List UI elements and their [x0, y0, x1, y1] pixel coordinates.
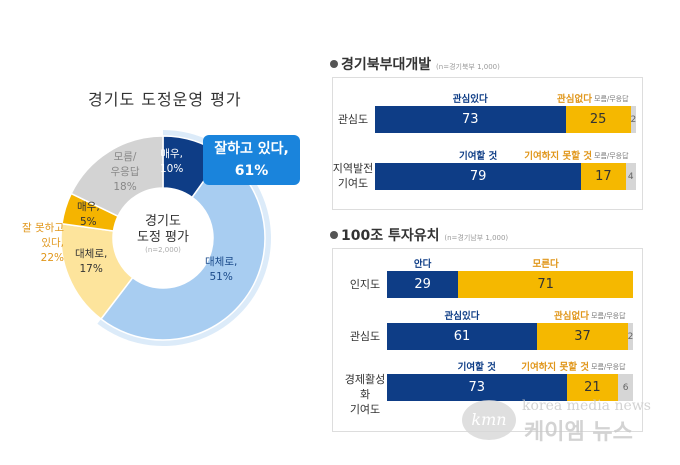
bar-segment: 17 [581, 163, 626, 190]
bar-segment: 37 [537, 323, 629, 350]
donut-title: 경기도 도정운영 평가 [88, 90, 242, 109]
callout-positive: 잘하고 있다, 61% [203, 135, 300, 185]
stacked-bar: 73 21 6 [387, 374, 633, 401]
seg-label-mostly-bad: 대체로, 17% [75, 248, 108, 275]
bar-segment: 71 [458, 271, 633, 298]
segment-label: 기여하지 못할 것 [521, 362, 589, 373]
segment-label: 관심없다 [554, 311, 589, 322]
callout-value: 61% [234, 163, 269, 179]
donut-slice-1 [99, 154, 266, 341]
row-label: 관심도 [349, 329, 381, 343]
center-line2: 도정 평가 [137, 230, 189, 245]
callout-label: 잘하고 있다, [214, 141, 289, 157]
segment-label: 모른다 [532, 259, 559, 270]
row-label: 관심도 [337, 112, 369, 126]
segment-label: 기여하지 못할 것 [524, 151, 592, 162]
stacked-bar: 79 17 4 [375, 163, 636, 190]
segment-label: 관심있다 [452, 94, 488, 105]
watermark-ko: 케이엠 뉴스 [524, 420, 633, 445]
row-label: 경제활성화 기여도 [344, 373, 386, 416]
bullet-icon [330, 231, 338, 239]
section1-title: 경기북부대개발 (n=경기북부 1,000) [330, 54, 500, 74]
group-label-negative: 잘 못하고 있다, 22% [22, 222, 64, 264]
bar-segment: 21 [566, 374, 619, 401]
segment-label: 안다 [413, 259, 432, 270]
segment-label: 관심없다 [557, 94, 592, 105]
row-label: 지역발전 기여도 [332, 162, 374, 190]
bullet-icon [330, 60, 338, 68]
segment-label: 모름/무응답 [591, 312, 626, 320]
seg-label-mostly-good: 대체로, 51% [205, 256, 238, 283]
seg-label-very-bad: 매우, 5% [77, 201, 100, 228]
segment-label: 관심있다 [444, 311, 480, 322]
donut-chart [60, 130, 271, 347]
seg-label-unknown: 모름/ 우응답 18% [110, 151, 140, 193]
bar-segment: 61 [387, 323, 538, 350]
bar-segment: 29 [387, 271, 459, 298]
center-line1: 경기도 [145, 214, 181, 229]
stacked-bar: 29 71 [387, 271, 633, 298]
donut-slice-4 [70, 135, 164, 218]
bar-segment: 73 [375, 106, 566, 133]
bar-segment: 79 [375, 163, 582, 190]
segment-label: 기여할 것 [457, 362, 496, 373]
bar-segment: 73 [387, 374, 567, 401]
segment-label: 모름/무응답 [594, 152, 629, 160]
row-label: 인지도 [349, 277, 381, 291]
bar-segment: 2 [628, 323, 633, 350]
segment-label: 모름/무응답 [591, 363, 626, 371]
segment-label: 모름/무응답 [594, 95, 629, 103]
section2-title: 100조 투자유치 (n=경기남부 1,000) [330, 225, 508, 245]
bar-segment: 2 [631, 106, 636, 133]
center-n: (n=2,000) [145, 246, 181, 254]
section1-box [332, 77, 643, 210]
seg-label-very-good: 매우, 10% [160, 148, 184, 175]
stacked-bar: 73 25 2 [375, 106, 636, 133]
bar-segment: 4 [625, 163, 636, 190]
bar-segment: 6 [618, 374, 633, 401]
watermark-logo: kmn [462, 400, 516, 440]
donut-center: 경기도 도정 평가 (n=2,000) [115, 214, 211, 254]
bar-segment: 25 [565, 106, 631, 133]
watermark-en: korea media news [522, 398, 651, 414]
stacked-bar: 61 37 2 [387, 323, 633, 350]
segment-label: 기여할 것 [458, 151, 498, 162]
